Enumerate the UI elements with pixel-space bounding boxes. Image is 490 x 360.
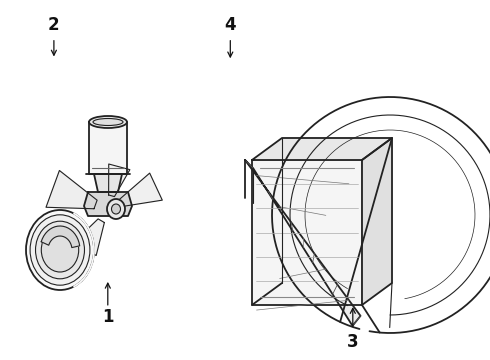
Ellipse shape [93,118,123,126]
Text: 2: 2 [48,16,60,34]
Polygon shape [362,138,392,305]
Text: 3: 3 [347,333,359,351]
Polygon shape [89,122,127,174]
Polygon shape [109,164,130,197]
Polygon shape [252,138,392,160]
Ellipse shape [107,199,125,219]
Polygon shape [84,192,132,216]
Polygon shape [252,160,362,305]
Polygon shape [245,160,361,326]
Polygon shape [94,174,122,192]
Ellipse shape [26,210,94,290]
Ellipse shape [89,116,127,128]
Polygon shape [119,173,162,207]
Polygon shape [46,171,97,209]
Text: 4: 4 [224,16,236,34]
Ellipse shape [30,215,90,285]
Text: 1: 1 [102,308,114,326]
Polygon shape [74,219,104,256]
Polygon shape [41,226,80,248]
Ellipse shape [112,204,121,214]
Ellipse shape [35,221,84,279]
Ellipse shape [41,228,79,272]
